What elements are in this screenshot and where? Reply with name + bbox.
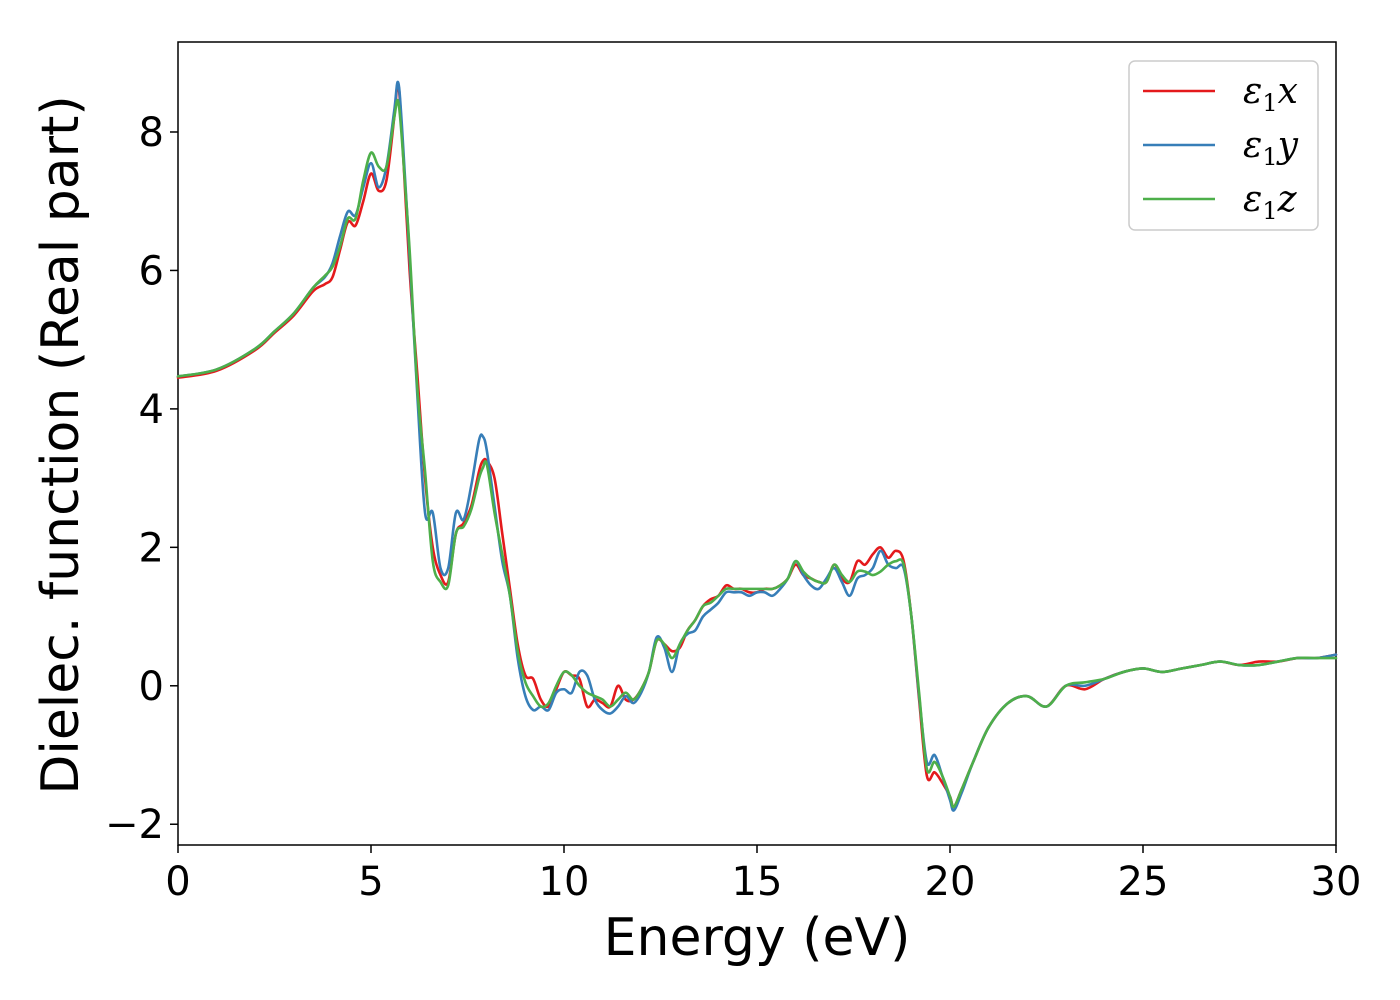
y-tick-label: 4: [139, 387, 164, 433]
y-tick-label: 0: [139, 664, 164, 710]
x-tick-label: 15: [732, 859, 783, 905]
series-layer: [176, 80, 1338, 812]
y-axis-label: Dielec. function (Real part): [31, 95, 91, 794]
x-tick-label: 30: [1311, 859, 1362, 905]
series-line-z: [176, 98, 1338, 809]
y-tick-label: 8: [139, 110, 164, 156]
x-tick-label: 25: [1118, 859, 1169, 905]
legend-label-z: ε1z: [1243, 179, 1298, 225]
legend-label-x: ε1x: [1243, 71, 1298, 117]
y-tick-label: 6: [139, 248, 164, 294]
legend-items: ε1x ε1y ε1z: [1143, 71, 1299, 225]
y-tick-label: 2: [139, 525, 164, 571]
x-tick-label: 20: [925, 859, 976, 905]
x-tick-label: 5: [358, 859, 383, 905]
legend-box: [1128, 60, 1319, 231]
legend-label-y: ε1y: [1243, 125, 1299, 171]
x-tick-label: 10: [539, 859, 590, 905]
x-axis-ticks: 0 5 10 15 20 25 30: [165, 845, 1361, 905]
y-axis-ticks: −2 0 2 4 6 8: [105, 110, 178, 848]
y-tick-label: −2: [105, 802, 164, 848]
x-axis-label: Energy (eV): [604, 908, 911, 968]
legend: ε1x ε1y ε1z: [1128, 60, 1319, 231]
x-tick-label: 0: [165, 859, 190, 905]
